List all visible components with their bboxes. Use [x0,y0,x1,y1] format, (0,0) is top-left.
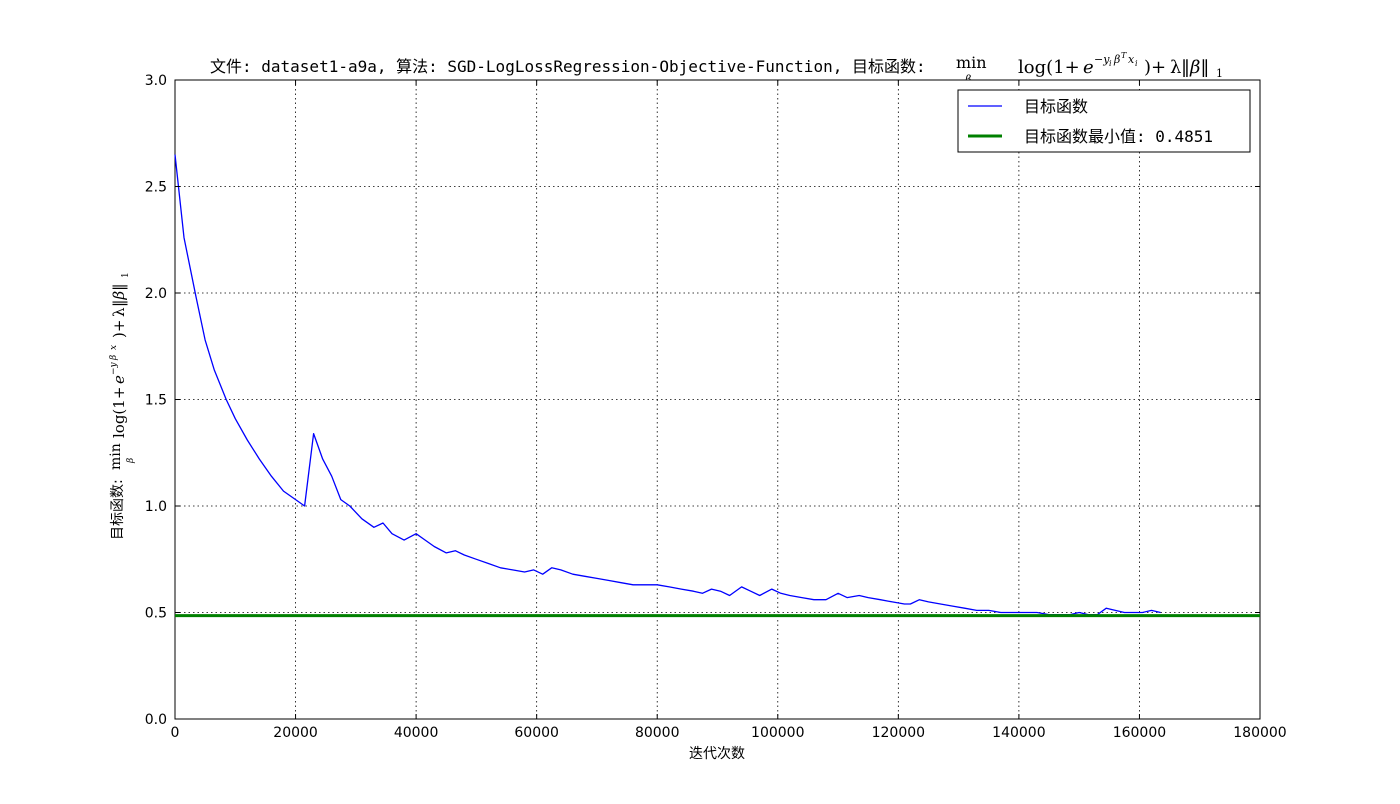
title-formula-e: e [1083,57,1094,78]
y-tick-labels: 0.0 0.5 1.0 1.5 2.0 2.5 3.0 [145,73,167,728]
title-formula-exp: −y [1094,53,1110,66]
x-axis-label: 迭代次数 [689,746,745,762]
y-tick-label: 2.0 [145,286,167,302]
y-tick-label: 0.0 [145,712,167,728]
title-formula-norm: ‖β‖ [1181,57,1209,78]
y-tick-label: 0.5 [145,606,167,622]
y-axis-formula-exp: −y [109,361,119,375]
title-formula-norm-sub: 1 [1216,67,1223,80]
title-formula-exp-T: T [1121,51,1127,60]
y-axis-formula-log: log(1+ [110,387,128,438]
title-formula-exp-xi: i [1135,59,1138,68]
y-axis-formula-exp-x: x [109,345,119,350]
objective-series-line [174,154,1161,616]
legend-box [957,89,1251,153]
axis-ticks [174,79,1261,720]
title-formula-lambda: λ [1170,57,1181,78]
legend: 目标函数 目标函数最小值: 0.4851 [957,89,1251,153]
y-axis-formula-norm: ‖β‖ [110,283,128,307]
y-axis-label: 目标函数: min β log(1+ e −y β x )+ λ ‖β‖ 1 [108,272,136,540]
x-tick-label: 120000 [872,725,925,741]
y-axis-formula-min-sub: β [126,458,136,464]
x-tick-label: 140000 [992,725,1045,741]
y-tick-label: 2.5 [145,180,167,196]
chart-title: 文件: dataset1-a9a, 算法: SGD-LogLossRegress… [210,51,1223,86]
title-formula-close: )+ [1144,57,1166,78]
x-tick-label: 80000 [635,725,680,741]
y-tick-label: 3.0 [145,73,167,89]
legend-label-objective: 目标函数 [1024,97,1088,116]
x-tick-label: 100000 [751,725,804,741]
y-axis-formula-close: )+ [110,320,128,338]
x-tick-label: 60000 [514,725,559,741]
x-tick-label: 40000 [394,725,439,741]
y-axis-formula-lambda: λ [110,307,128,317]
y-axis-formula-norm-sub: 1 [121,272,131,278]
y-axis-formula-min: min [108,443,124,470]
legend-label-minimum: 目标函数最小值: 0.4851 [1024,127,1213,146]
y-tick-label: 1.0 [145,499,167,515]
series-layer [174,154,1260,618]
x-tick-label: 0 [171,725,180,741]
chart-title-text: 文件: dataset1-a9a, 算法: SGD-LogLossRegress… [210,57,926,76]
title-formula-min: min [956,53,987,72]
title-formula-exp-x: x [1128,53,1135,66]
grid-lines [175,80,1260,719]
x-tick-label: 180000 [1233,725,1286,741]
y-axis-formula-e: e [110,375,128,384]
x-tick-label: 20000 [273,725,318,741]
title-formula-exp-beta: β [1113,53,1120,66]
y-axis-label-prefix: 目标函数: [110,479,126,540]
title-formula-exp-i: i [1109,59,1112,68]
title-formula-log: log(1+ [1018,57,1080,78]
y-tick-label: 1.5 [145,393,167,409]
x-tick-label: 160000 [1113,725,1166,741]
y-axis-formula-exp-beta: β [109,355,119,361]
x-tick-labels: 0 20000 40000 60000 80000 100000 120000 140000 1… [171,725,1287,741]
